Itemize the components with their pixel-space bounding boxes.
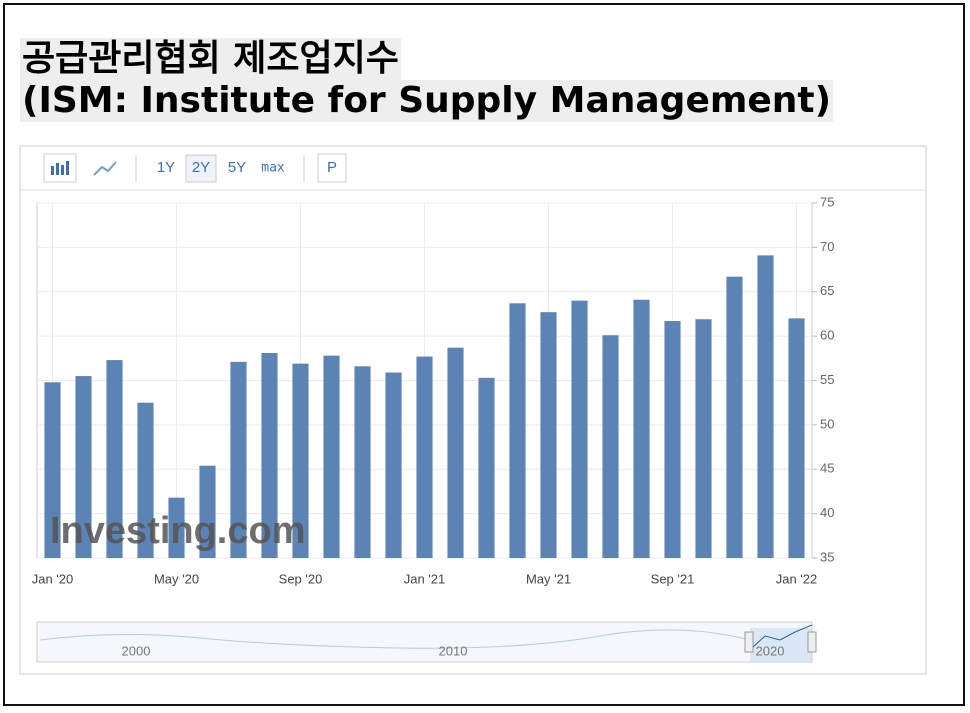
bar — [757, 255, 774, 559]
bar — [292, 363, 309, 558]
bar — [664, 321, 681, 558]
y-tick-label: 35 — [820, 549, 834, 564]
range-button-active — [185, 154, 217, 183]
bar — [385, 372, 402, 558]
bar — [199, 465, 216, 558]
line-chart-button[interactable] — [93, 161, 117, 176]
y-tick-label: 40 — [820, 505, 834, 520]
bar — [509, 303, 526, 558]
navigator-window[interactable] — [750, 628, 812, 662]
y-tick-label: 75 — [820, 194, 834, 209]
bar — [168, 497, 185, 558]
range-button[interactable]: max — [261, 161, 285, 176]
x-tick-label: May '21 — [526, 571, 571, 586]
bar — [416, 356, 433, 558]
bar — [633, 299, 650, 558]
bar — [261, 352, 278, 558]
watermark: Investing.com — [50, 510, 306, 552]
range-button[interactable]: 2Y — [192, 159, 210, 176]
x-tick-label: Jan '20 — [32, 571, 74, 586]
bar-chart-button[interactable] — [43, 153, 77, 183]
navigator-handle[interactable] — [807, 631, 817, 653]
bar — [44, 382, 61, 558]
bar — [323, 355, 340, 558]
title-korean: 공급관리협회 제조업지수 — [20, 38, 401, 80]
bar — [137, 402, 154, 558]
navigator-label: 2000 — [122, 643, 151, 658]
y-tick-label: 55 — [820, 372, 834, 387]
navigator-handle[interactable] — [744, 631, 754, 653]
x-tick-label: Sep '20 — [279, 571, 323, 586]
navigator-line — [751, 624, 813, 649]
y-tick-label: 65 — [820, 283, 834, 298]
title-english: (ISM: Institute for Supply Management) — [20, 80, 834, 122]
x-tick-label: Jan '21 — [404, 571, 446, 586]
slide — [3, 3, 965, 706]
bar — [540, 312, 557, 558]
y-tick-label: 50 — [820, 416, 834, 431]
navigator-label: 2020 — [756, 643, 785, 658]
icon — [56, 163, 59, 175]
bar — [106, 360, 123, 558]
icon — [51, 166, 54, 175]
bar — [478, 377, 495, 558]
bar — [447, 347, 464, 558]
y-tick-label: 60 — [820, 328, 834, 343]
bar — [695, 319, 712, 558]
icon — [66, 161, 69, 175]
bar — [788, 318, 805, 558]
p-button-label: P — [327, 159, 337, 176]
icon — [61, 165, 64, 175]
bar — [726, 276, 743, 558]
navigator — [36, 621, 813, 663]
p-button[interactable] — [317, 153, 347, 183]
navigator-label: 2010 — [439, 643, 468, 658]
bar — [354, 366, 371, 558]
x-tick-label: Sep '21 — [651, 571, 695, 586]
chart-panel — [19, 145, 927, 675]
x-tick-label: May '20 — [154, 571, 199, 586]
y-tick-label: 45 — [820, 461, 834, 476]
bar — [75, 376, 92, 558]
range-button[interactable]: 1Y — [157, 159, 175, 176]
bar — [571, 300, 588, 558]
y-tick-label: 70 — [820, 239, 834, 254]
x-tick-label: Jan '22 — [776, 571, 818, 586]
bar — [230, 361, 247, 558]
bar — [602, 335, 619, 558]
range-button[interactable]: 5Y — [228, 159, 246, 176]
navigator-line — [39, 629, 751, 649]
